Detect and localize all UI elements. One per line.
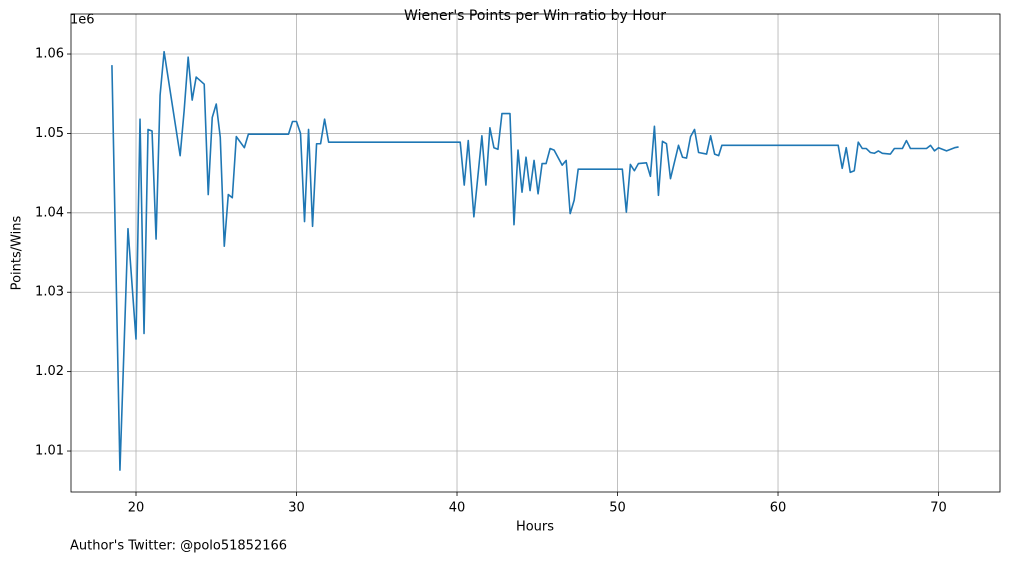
y-tick-label: 1.04: [35, 205, 64, 220]
data-line: [111, 50, 959, 471]
chart-title: Wiener's Points per Win ratio by Hour: [404, 8, 666, 24]
x-tick-label: 30: [288, 501, 305, 516]
y-offset-label: 1e6: [70, 13, 95, 28]
y-tick-label: 1.01: [35, 444, 64, 459]
y-tick-label: 1.06: [35, 47, 64, 62]
y-tick-label: 1.05: [35, 126, 64, 141]
x-tick-label: 70: [930, 501, 947, 516]
x-tick-label: 40: [449, 501, 466, 516]
x-axis-label: Hours: [516, 520, 554, 535]
plot-frame: [70, 13, 1001, 493]
footnote: Author's Twitter: @polo51852166: [70, 539, 287, 554]
y-axis-label: Points/Wins: [10, 215, 25, 290]
y-tick-label: 1.03: [35, 285, 64, 300]
y-tick-label: 1.02: [35, 364, 64, 379]
x-tick-label: 60: [770, 501, 787, 516]
x-tick-label: 20: [128, 501, 145, 516]
x-tick-label: 50: [609, 501, 626, 516]
